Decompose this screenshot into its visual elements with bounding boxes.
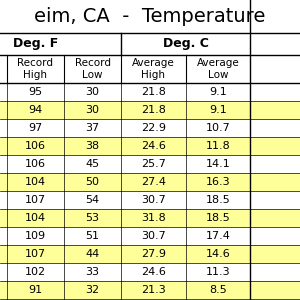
Text: 21.8: 21.8 bbox=[141, 87, 166, 97]
Bar bbox=[0, 209, 300, 227]
Text: 24.6: 24.6 bbox=[141, 141, 166, 151]
Text: 38: 38 bbox=[85, 141, 100, 151]
Text: 106: 106 bbox=[25, 159, 46, 169]
Bar bbox=[0, 245, 300, 263]
Text: Average
Low: Average Low bbox=[196, 58, 239, 80]
Text: 25.7: 25.7 bbox=[141, 159, 166, 169]
Text: 106: 106 bbox=[25, 141, 46, 151]
Text: 104: 104 bbox=[25, 177, 46, 187]
Text: 30.7: 30.7 bbox=[141, 195, 166, 205]
Bar bbox=[0, 227, 300, 245]
Text: Deg. C: Deg. C bbox=[163, 38, 208, 50]
Text: 53: 53 bbox=[85, 213, 100, 223]
Text: 107: 107 bbox=[25, 195, 46, 205]
Text: 30.7: 30.7 bbox=[141, 231, 166, 241]
Text: 30: 30 bbox=[85, 87, 100, 97]
Text: Record
Low: Record Low bbox=[74, 58, 110, 80]
Text: 54: 54 bbox=[85, 195, 100, 205]
Text: 94: 94 bbox=[28, 105, 43, 115]
Text: 107: 107 bbox=[25, 249, 46, 259]
Text: 8.5: 8.5 bbox=[209, 285, 227, 295]
Text: 16.3: 16.3 bbox=[206, 177, 230, 187]
Text: 21.3: 21.3 bbox=[141, 285, 166, 295]
Bar bbox=[0, 281, 300, 299]
Text: 44: 44 bbox=[85, 249, 100, 259]
Text: 18.5: 18.5 bbox=[206, 213, 230, 223]
Bar bbox=[0, 83, 300, 101]
Text: 27.9: 27.9 bbox=[141, 249, 166, 259]
Text: 24.6: 24.6 bbox=[141, 267, 166, 277]
Text: 14.1: 14.1 bbox=[206, 159, 230, 169]
Text: 17.4: 17.4 bbox=[206, 231, 230, 241]
Text: 18.5: 18.5 bbox=[206, 195, 230, 205]
Text: 51: 51 bbox=[85, 231, 100, 241]
Text: 22.9: 22.9 bbox=[141, 123, 166, 133]
Text: 104: 104 bbox=[25, 213, 46, 223]
Text: 102: 102 bbox=[25, 267, 46, 277]
Text: 14.6: 14.6 bbox=[206, 249, 230, 259]
Text: eim, CA  -  Temperature: eim, CA - Temperature bbox=[34, 7, 266, 26]
Bar bbox=[0, 263, 300, 281]
Bar bbox=[0, 137, 300, 155]
Text: 97: 97 bbox=[28, 123, 43, 133]
Text: 95: 95 bbox=[28, 87, 43, 97]
Text: Record
High: Record High bbox=[17, 58, 53, 80]
Text: Deg. F: Deg. F bbox=[13, 38, 58, 50]
Text: 33: 33 bbox=[85, 267, 100, 277]
Bar bbox=[0, 191, 300, 209]
Bar bbox=[0, 155, 300, 173]
Text: 109: 109 bbox=[25, 231, 46, 241]
Bar bbox=[0, 101, 300, 119]
Text: 9.1: 9.1 bbox=[209, 87, 227, 97]
Text: 27.4: 27.4 bbox=[141, 177, 166, 187]
Text: 91: 91 bbox=[28, 285, 43, 295]
Text: 50: 50 bbox=[85, 177, 100, 187]
Bar bbox=[0, 173, 300, 191]
Text: 11.3: 11.3 bbox=[206, 267, 230, 277]
Text: 37: 37 bbox=[85, 123, 100, 133]
Text: 32: 32 bbox=[85, 285, 100, 295]
Text: 31.8: 31.8 bbox=[141, 213, 166, 223]
Bar bbox=[0, 119, 300, 137]
Text: 21.8: 21.8 bbox=[141, 105, 166, 115]
Text: 11.8: 11.8 bbox=[206, 141, 230, 151]
Text: Average
High: Average High bbox=[132, 58, 175, 80]
Text: 30: 30 bbox=[85, 105, 100, 115]
Text: 9.1: 9.1 bbox=[209, 105, 227, 115]
Text: 10.7: 10.7 bbox=[206, 123, 230, 133]
Text: 45: 45 bbox=[85, 159, 100, 169]
